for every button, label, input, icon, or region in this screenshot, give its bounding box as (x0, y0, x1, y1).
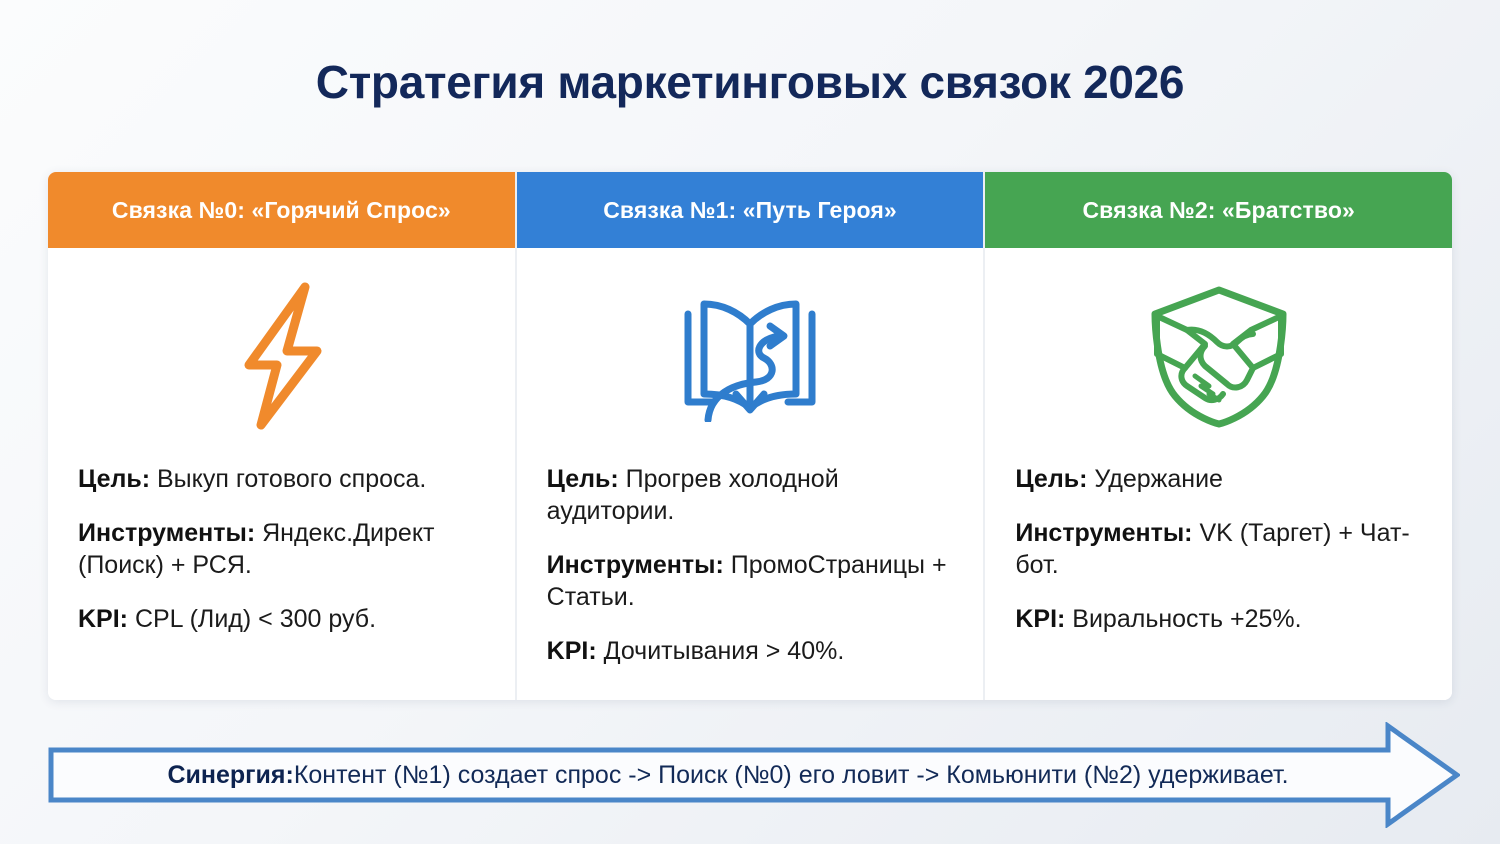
bundle-line-tools-1: Инструменты: ПромоСтраницы + Статьи. (547, 549, 954, 613)
line-label: Инструменты: (1015, 519, 1193, 547)
bundle-body-2: Цель: Удержание Инструменты: VK (Таргет)… (985, 463, 1452, 635)
synergy-arrow-shape (48, 722, 1460, 828)
line-label: Цель: (546, 465, 619, 493)
bundle-line-kpi-0: KPI: CPL (Лид) < 300 руб. (78, 603, 485, 635)
line-value: Дочитывания > 40%. (596, 637, 845, 665)
bundle-line-goal-0: Цель: Выкуп готового спроса. (78, 463, 485, 495)
lightning-bolt-icon (48, 248, 515, 463)
page-title: Стратегия маркетинговых связок 2026 (315, 56, 1185, 108)
line-value: Яндекс.Директ (Поиск) + РСЯ. (78, 519, 435, 579)
line-label: KPI: (546, 637, 597, 665)
bundle-line-kpi-2: KPI: Виральность +25%. (1015, 603, 1422, 635)
synergy-banner: Синергия: Контент (№1) создает спрос -> … (48, 722, 1460, 828)
line-label: Цель: (78, 465, 151, 493)
bundle-header-1: Связка №1: «Путь Героя» (516, 172, 984, 248)
bundle-line-tools-2: Инструменты: VK (Таргет) + Чат-бот. (1015, 517, 1422, 581)
line-value: Прогрев холодной аудитории. (546, 465, 839, 525)
bundle-header-0: Связка №0: «Горячий Спрос» (48, 172, 515, 248)
line-value: Удержание (1087, 465, 1223, 493)
bundle-body-1: Цель: Прогрев холодной аудитории. Инстру… (517, 463, 984, 667)
bundles-card: Связка №0: «Горячий Спрос» Цель: Выкуп г… (48, 172, 1452, 700)
synergy-value: Контент (№1) создает спрос -> Поиск (№0)… (293, 760, 1289, 789)
bundle-line-goal-1: Цель: Прогрев холодной аудитории. (547, 463, 954, 527)
line-value: Виральность +25%. (1065, 605, 1302, 633)
bundle-column-0: Связка №0: «Горячий Спрос» Цель: Выкуп г… (48, 172, 515, 700)
bundle-column-2: Связка №2: «Братство» (983, 172, 1452, 700)
line-label: Цель: (1015, 465, 1088, 493)
bundle-header-2: Связка №2: «Братство» (985, 172, 1452, 248)
line-label: Инструменты: (546, 551, 724, 579)
synergy-label: Синергия: (167, 760, 294, 789)
line-value: CPL (Лид) < 300 руб. (128, 605, 377, 633)
line-value: VK (Таргет) + Чат-бот. (1015, 519, 1410, 579)
open-book-path-icon (517, 248, 984, 463)
bundle-line-kpi-1: KPI: Дочитывания > 40%. (547, 635, 954, 667)
line-value: ПромоСтраницы + Статьи. (546, 551, 947, 611)
shield-handshake-icon (985, 248, 1452, 463)
line-label: KPI: (1015, 605, 1066, 633)
bundle-column-1: Связка №1: «Путь Героя» (514, 172, 984, 700)
line-label: Инструменты: (78, 519, 256, 547)
bundle-line-goal-2: Цель: Удержание (1015, 463, 1422, 495)
bundle-line-tools-0: Инструменты: Яндекс.Директ (Поиск) + РСЯ… (78, 517, 485, 581)
bundle-body-0: Цель: Выкуп готового спроса. Инструменты… (48, 463, 515, 635)
synergy-text: Синергия: Контент (№1) создает спрос -> … (48, 722, 1408, 828)
line-value: Выкуп готового спроса. (150, 465, 427, 493)
line-label: KPI: (78, 605, 128, 633)
